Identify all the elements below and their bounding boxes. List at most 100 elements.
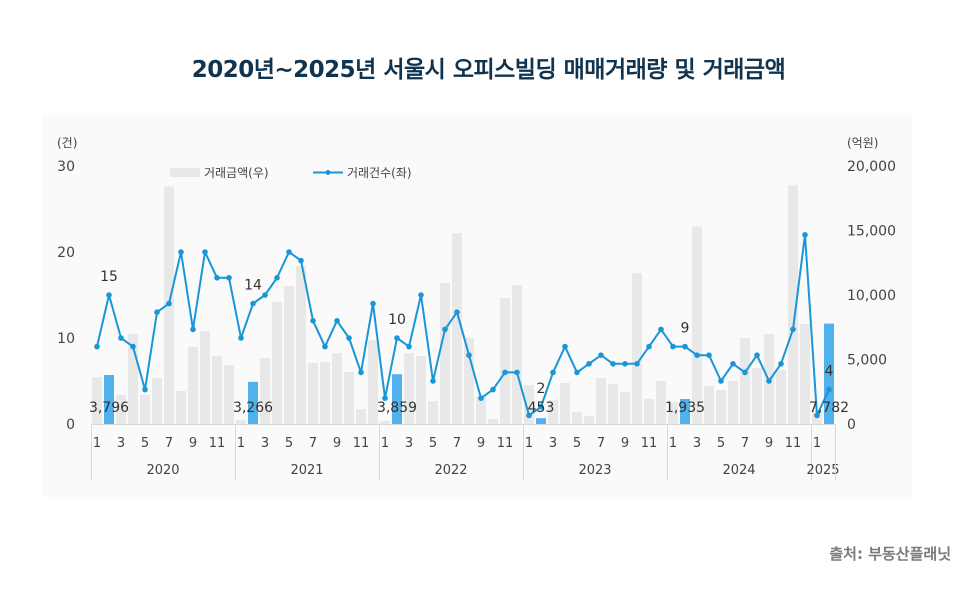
count-point: [430, 378, 436, 384]
amount-bar: [632, 273, 642, 424]
count-point: [658, 326, 664, 333]
count-point: [814, 412, 820, 419]
count-point: [502, 369, 508, 376]
legend: 거래금액(우) 거래건수(좌): [170, 166, 412, 180]
month-tick: 11: [353, 436, 370, 451]
amount-bar: [404, 353, 414, 424]
amount-bar: [416, 356, 426, 424]
year-label: 2020: [146, 463, 179, 478]
left-axis-unit: (건): [57, 136, 77, 150]
amount-bar: [740, 337, 750, 424]
amount-bar: [284, 285, 294, 424]
count-point: [298, 257, 304, 264]
legend-bar-swatch: [170, 168, 200, 177]
count-point: [718, 378, 724, 384]
legend-line-marker: [325, 170, 331, 175]
year-label: 2024: [722, 463, 755, 478]
count-point: [178, 249, 184, 255]
count-label: 4: [825, 364, 834, 380]
month-tick: 7: [741, 436, 749, 451]
right-axis-tick: 5,000: [847, 353, 887, 369]
amount-bar: [128, 333, 138, 424]
month-tick: 11: [785, 436, 802, 451]
month-tick: 1: [237, 436, 245, 451]
amount-bars: [92, 185, 834, 424]
amount-bar: [692, 226, 702, 424]
count-point: [142, 386, 148, 393]
amount-bar: [488, 418, 498, 424]
month-tick: 9: [477, 436, 485, 451]
count-label: 15: [100, 269, 118, 285]
highlighted-bar: [536, 418, 546, 424]
count-point: [382, 395, 388, 402]
count-point: [418, 292, 424, 298]
count-point: [370, 300, 376, 307]
count-point: [550, 369, 556, 376]
month-tick: 9: [189, 436, 197, 451]
count-point: [310, 318, 316, 324]
month-tick: 3: [405, 436, 413, 451]
legend-line-label: 거래건수(좌): [347, 166, 412, 180]
amount-bar: [752, 368, 762, 424]
amount-bar: [512, 285, 522, 424]
count-point: [538, 404, 544, 410]
month-tick: 9: [621, 436, 629, 451]
amount-bar: [668, 402, 678, 424]
count-point: [514, 369, 520, 376]
count-point: [742, 369, 748, 376]
count-point: [634, 361, 640, 367]
count-point: [106, 292, 112, 298]
amount-bar: [452, 233, 462, 424]
amount-bar: [368, 340, 378, 424]
count-point: [682, 343, 688, 350]
amount-bar: [272, 302, 282, 424]
amount-bar: [728, 381, 738, 424]
year-label: 2025: [806, 463, 839, 478]
amount-bar: [476, 396, 486, 424]
count-point: [790, 326, 796, 333]
month-tick: 5: [429, 436, 437, 451]
amount-bar: [608, 384, 618, 424]
amount-bar: [800, 324, 810, 424]
highlighted-bar: [824, 323, 834, 424]
amount-bar: [380, 420, 390, 424]
year-label: 2021: [290, 463, 323, 478]
axes: (건) (억원) 0 10 20 30 0 5,000 10,000 15,000 20,000: [57, 136, 896, 433]
count-point: [730, 361, 736, 367]
count-label: 9: [681, 321, 690, 337]
count-point: [238, 335, 244, 341]
left-axis-tick: 0: [66, 417, 75, 433]
right-axis-tick: 15,000: [847, 224, 896, 240]
amount-bar: [704, 385, 714, 424]
year-label: 2023: [578, 463, 611, 478]
count-point: [466, 352, 472, 359]
amount-bar: [332, 353, 342, 424]
count-label: 10: [388, 312, 406, 328]
amount-bar: [260, 358, 270, 424]
month-tick: 7: [453, 436, 461, 451]
right-axis-tick: 0: [847, 417, 856, 433]
count-point: [154, 309, 160, 316]
count-point: [262, 292, 268, 298]
amount-bar: [560, 382, 570, 424]
amount-bar: [140, 394, 150, 424]
amount-bar: [644, 398, 654, 424]
month-tick: 9: [765, 436, 773, 451]
count-point: [394, 335, 400, 341]
highlighted-bar: [104, 375, 114, 424]
month-tick: 3: [549, 436, 557, 451]
amount-bar: [596, 377, 606, 424]
amount-bar: [656, 381, 666, 424]
count-point: [646, 343, 652, 350]
month-tick: 3: [117, 436, 125, 451]
month-tick: 1: [813, 436, 821, 451]
count-point: [802, 232, 808, 238]
month-tick: 1: [381, 436, 389, 451]
count-point: [622, 361, 628, 367]
amount-bar: [224, 365, 234, 424]
month-tick: 11: [209, 436, 226, 451]
source-note: 출처: 부동산플래닛: [829, 545, 951, 563]
count-label: 14: [244, 278, 262, 294]
